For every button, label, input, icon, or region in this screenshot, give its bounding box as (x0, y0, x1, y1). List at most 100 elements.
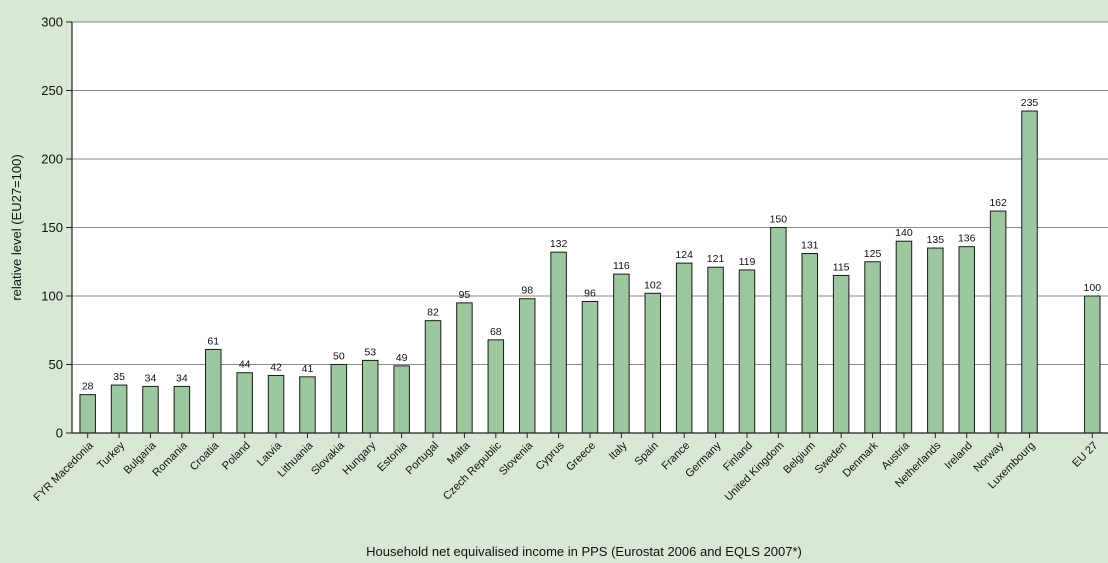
data-label: 100 (1084, 282, 1102, 294)
x-tick-label: Croatia (188, 439, 222, 473)
x-tick-label: Czech Republic (441, 439, 504, 502)
x-tick-label: Latvia (255, 439, 285, 469)
data-label: 95 (459, 289, 471, 301)
bar (1084, 295, 1101, 434)
x-tick-label: Slovenia (497, 439, 536, 478)
data-label: 28 (82, 381, 94, 393)
data-label: 121 (707, 253, 725, 265)
y-axis-title: relative level (EU27=100) (9, 154, 24, 300)
x-tick-label: Malta (445, 439, 473, 467)
bar (864, 261, 881, 434)
x-tick-label: FYR Macedonia (32, 439, 97, 504)
data-label: 132 (550, 238, 568, 250)
data-label: 136 (958, 233, 976, 245)
data-label: 115 (833, 261, 850, 273)
data-label: 140 (895, 227, 913, 239)
bar (801, 253, 819, 434)
y-tick-label: 50 (49, 357, 63, 372)
data-label: 131 (801, 240, 819, 252)
bar (895, 240, 913, 434)
data-label: 50 (333, 351, 345, 363)
y-tick-label: 200 (41, 152, 63, 167)
data-label: 53 (364, 346, 376, 358)
x-tick-label: United Kingdom (723, 440, 787, 504)
bar (361, 359, 379, 434)
x-tick-label: Poland (220, 440, 253, 473)
bar (173, 385, 191, 434)
data-labels: 28 35 34 34 61 44 42 41 50 53 49 82 95 68 98 132 96 116 10… (82, 97, 1101, 393)
bar (770, 227, 787, 434)
data-label: 124 (675, 249, 693, 261)
bar (393, 365, 410, 434)
data-label: 98 (521, 285, 533, 297)
data-label: 162 (989, 197, 1007, 209)
x-tick-label: Spain (633, 440, 661, 468)
x-tick-label: Lithuania (276, 439, 317, 480)
data-label: 42 (270, 361, 282, 373)
x-tick-label: Portugal (404, 440, 441, 477)
bar (299, 376, 316, 434)
data-label: 150 (770, 214, 788, 226)
y-tick-label: 150 (41, 220, 63, 235)
bar (989, 210, 1007, 434)
x-tick-label: Greece (564, 440, 598, 474)
data-label: 96 (584, 287, 596, 299)
y-tick-label: 100 (41, 289, 63, 304)
x-tick-label: Romania (150, 439, 190, 479)
bar (205, 348, 222, 434)
bar (675, 262, 693, 434)
data-label: 34 (145, 372, 157, 384)
bar (79, 394, 96, 434)
x-tick-label: Belgium (781, 440, 818, 477)
bar (110, 384, 128, 434)
data-label: 116 (613, 260, 630, 272)
bar (330, 364, 348, 434)
data-label: 41 (302, 363, 314, 375)
bar (832, 274, 850, 434)
data-label: 119 (739, 256, 756, 268)
gridlines (72, 21, 1108, 365)
bar (958, 246, 975, 434)
x-tick-label: Ireland (943, 440, 975, 472)
bar (267, 374, 285, 434)
data-label: 44 (239, 359, 251, 371)
data-label: 61 (207, 335, 219, 347)
y-axis-ticks: 0 50 100 150 200 250 300 (41, 15, 72, 441)
bar (142, 385, 159, 434)
x-tick-label: Hungary (340, 439, 378, 477)
bar (1021, 110, 1038, 434)
bars (79, 110, 1101, 434)
data-label: 235 (1021, 97, 1039, 109)
bar (707, 266, 724, 434)
data-label: 68 (490, 326, 502, 338)
data-label: 125 (864, 248, 882, 260)
bar (738, 269, 756, 434)
data-label: 135 (927, 234, 945, 246)
bar (424, 320, 442, 434)
y-tick-label: 250 (41, 83, 63, 98)
x-axis-ticks: FYR Macedonia TurkeyBulgariaRomaniaCroati… (32, 433, 1100, 504)
data-label: 102 (644, 279, 662, 291)
bar (927, 247, 944, 434)
data-label: 35 (113, 371, 125, 383)
x-axis-title: Household net equivalised income in PPS … (366, 544, 802, 559)
bar (550, 251, 567, 434)
data-label: 49 (396, 352, 408, 364)
data-label: 34 (176, 372, 188, 384)
x-tick-label: Cyprus (534, 439, 567, 472)
bar (236, 372, 253, 434)
x-tick-label: Italy (607, 439, 630, 462)
bar (644, 292, 662, 434)
bar (581, 300, 599, 434)
x-tick-label: EU 27 (1070, 440, 1100, 470)
data-label: 82 (427, 307, 439, 319)
bar (518, 298, 536, 434)
bar (613, 273, 630, 434)
bar (487, 339, 505, 434)
bar (456, 302, 473, 434)
y-tick-label: 0 (56, 426, 63, 441)
x-tick-label: Denmark (841, 439, 881, 479)
y-tick-label: 300 (41, 15, 63, 30)
